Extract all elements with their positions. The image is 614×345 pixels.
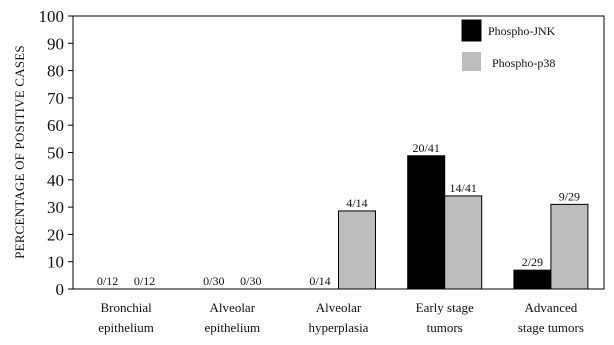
category-label: Early stage (416, 300, 474, 315)
category-label: Advanced (525, 300, 578, 315)
category-label: tumors (427, 320, 463, 335)
data-label: 0/30 (240, 274, 261, 288)
y-tick-label: 20 (47, 225, 64, 244)
data-label: 0/30 (203, 274, 224, 288)
bar-p38 (550, 203, 589, 290)
bar-jnk (513, 269, 552, 290)
bar-jnk (407, 155, 446, 290)
data-label: 0/12 (134, 274, 155, 288)
y-tick-label: 80 (47, 62, 64, 81)
data-label: 9/29 (559, 189, 580, 203)
y-tick-label: 50 (47, 144, 64, 163)
legend-label: Phospho-p38 (492, 56, 555, 70)
bars (338, 155, 589, 290)
data-labels: 0/12 0/30 0/14 20/41 2/29 0/12 0/30 4/14 14/41 9/… (97, 141, 580, 288)
data-label: 2/29 (522, 255, 543, 269)
y-tick-label: 60 (47, 116, 64, 135)
y-axis-ticks: 0 10 20 30 40 50 60 70 80 90 100 (39, 7, 73, 299)
data-label: 4/14 (346, 196, 367, 210)
bar-p38 (338, 210, 376, 290)
category-label: Bronchial (100, 300, 152, 315)
y-tick-label: 10 (47, 253, 64, 272)
category-label: Alveolar (316, 300, 362, 315)
legend-swatch (462, 52, 481, 71)
y-tick-label: 90 (47, 34, 64, 53)
bar-p38 (444, 195, 483, 290)
category-label: Alveolar (210, 300, 256, 315)
legend-label: Phospho-JNK (488, 24, 556, 38)
data-label: 0/12 (97, 274, 118, 288)
category-labels: Bronchial epithelium Alveolar epithelium Alv… (98, 300, 584, 335)
category-label: hyperplasia (309, 320, 369, 335)
category-label: stage tumors (518, 320, 584, 335)
category-label: epithelium (204, 320, 260, 335)
y-tick-label: 30 (47, 198, 64, 217)
y-tick-label: 70 (47, 89, 64, 108)
y-axis-label: PERCENTAGE OF POSITIVE CASES (12, 45, 27, 259)
legend: Phospho-JNK Phospho-p38 (461, 19, 556, 71)
y-tick-label: 0 (56, 280, 65, 299)
data-label: 0/14 (309, 274, 330, 288)
data-label: 20/41 (413, 141, 440, 155)
y-tick-label: 100 (39, 7, 65, 26)
legend-swatch (461, 19, 482, 42)
category-label: epithelium (98, 320, 154, 335)
data-label: 14/41 (450, 181, 477, 195)
y-tick-label: 40 (47, 171, 64, 190)
